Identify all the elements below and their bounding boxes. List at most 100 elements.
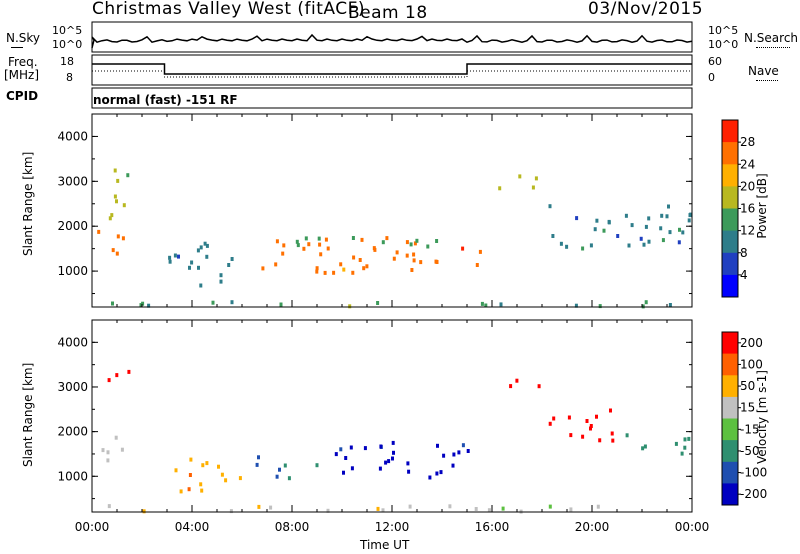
velocity-echo-4 [344, 456, 348, 460]
power-echo-1 [126, 173, 130, 178]
power-echo-1 [108, 216, 112, 221]
velocity-echo-4 [457, 450, 461, 455]
power-echo-2 [227, 263, 231, 267]
velocity-echo-1 [115, 373, 119, 378]
x-tick-label: 00:00 [675, 520, 710, 534]
velocity-echo-4 [342, 470, 345, 475]
velocity-echo-6 [552, 416, 556, 421]
power-echo-4 [295, 239, 299, 244]
velocity-echo-3 [283, 463, 287, 468]
power-echo-7 [230, 300, 234, 305]
velocity-echo-4 [428, 475, 432, 480]
power-echo-7 [348, 304, 352, 309]
power-echo-7 [499, 302, 503, 307]
power-echo-6 [565, 244, 569, 249]
velocity-echo-6 [598, 438, 602, 443]
velocity-echo-4 [407, 469, 411, 474]
velocity-echo-0 [114, 435, 118, 440]
velocity-echo-4 [461, 443, 465, 448]
velocity-echo-2 [205, 461, 209, 466]
power-echo-4 [435, 239, 439, 243]
power-echo-2 [230, 257, 234, 261]
power-echo-0 [111, 248, 115, 253]
velocity-echo-4 [439, 470, 443, 475]
power-echo-1 [116, 178, 120, 183]
power-echo-3 [392, 256, 396, 261]
power-echo-3 [315, 266, 319, 271]
velocity-cbar-tick-label: 15 [740, 401, 755, 415]
velocity-echo-2 [189, 457, 193, 462]
power-echo-3 [323, 270, 327, 275]
velocity-echo-3 [275, 474, 279, 479]
velocity-echo-0 [120, 447, 124, 452]
velocity-echo-6 [610, 431, 614, 436]
velocity-echo-8 [501, 506, 505, 511]
cpid-label: CPID [6, 89, 39, 103]
power-echo-3 [412, 252, 416, 257]
power-echo-4 [426, 244, 430, 249]
power-echo-7 [376, 301, 380, 305]
power-ytick-label: 4000 [57, 129, 88, 143]
power-echo-6 [589, 243, 593, 248]
velocity-echo-5 [509, 384, 513, 389]
power-echo-1 [113, 168, 117, 173]
velocity-echo-0 [106, 458, 110, 463]
power-echo-1 [113, 194, 117, 199]
power-echo-3 [362, 266, 366, 271]
power-echo-2 [168, 259, 172, 264]
power-panel-frame [91, 113, 693, 308]
nave-trace [92, 70, 692, 78]
velocity-echo-8 [569, 507, 573, 512]
power-echo-3 [405, 253, 409, 258]
power-echo-7 [644, 300, 648, 305]
velocity-colorbar-segment [722, 396, 738, 419]
power-echo-1 [110, 213, 114, 218]
power-echo-2 [177, 254, 180, 259]
velocity-echo-0 [101, 448, 105, 453]
velocity-echo-5 [537, 384, 541, 389]
velocity-echo-4 [378, 466, 382, 471]
nsearch-legend-line [756, 47, 790, 48]
velocity-echo-7 [674, 441, 678, 446]
velocity-echo-7 [643, 444, 647, 449]
power-echo-6 [559, 241, 563, 246]
power-echo-2 [219, 273, 223, 278]
nsky-tick-top: 10^5 [52, 24, 83, 37]
velocity-echo-4 [435, 471, 439, 476]
power-echo-3 [282, 243, 286, 248]
velocity-colorbar-frame [721, 331, 739, 506]
power-echo-7 [574, 303, 578, 308]
velocity-echo-8 [548, 504, 552, 509]
power-echo-3 [281, 251, 285, 256]
velocity-echo-6 [548, 421, 552, 426]
power-echo-3 [319, 252, 323, 257]
power-echo-6 [647, 216, 651, 221]
power-echo-2 [188, 265, 191, 270]
power-echo-6 [668, 230, 672, 235]
power-echo-3 [275, 239, 279, 244]
power-colorbar-segment [722, 186, 738, 209]
velocity-echo-2 [201, 463, 205, 468]
power-cbar-tick-label: 12 [740, 224, 755, 238]
power-echo-6 [642, 242, 646, 247]
power-echo-2 [190, 260, 194, 265]
velocity-echo-2 [217, 464, 220, 469]
x-tick-label: 16:00 [475, 520, 510, 534]
velocity-echo-4 [436, 443, 439, 448]
nsky-trace [91, 33, 693, 49]
velocity-echo-6 [589, 424, 593, 428]
velocity-echo-8 [142, 509, 146, 514]
velocity-echo-6 [611, 438, 615, 443]
power-echo-3 [385, 236, 389, 241]
velocity-cbar-tick-label: -200 [740, 487, 767, 501]
power-echo-2 [168, 255, 172, 260]
velocity-echo-2 [187, 487, 191, 492]
velocity-echo-4 [391, 440, 395, 445]
velocity-echo-6 [589, 426, 592, 431]
velocity-echo-5 [515, 378, 519, 383]
freq-unit-label: [MHz] [4, 68, 40, 82]
velocity-echo-4 [391, 456, 394, 461]
power-echo-6 [678, 227, 681, 232]
velocity-echo-8 [474, 507, 478, 511]
velocity-echo-2 [220, 472, 224, 477]
